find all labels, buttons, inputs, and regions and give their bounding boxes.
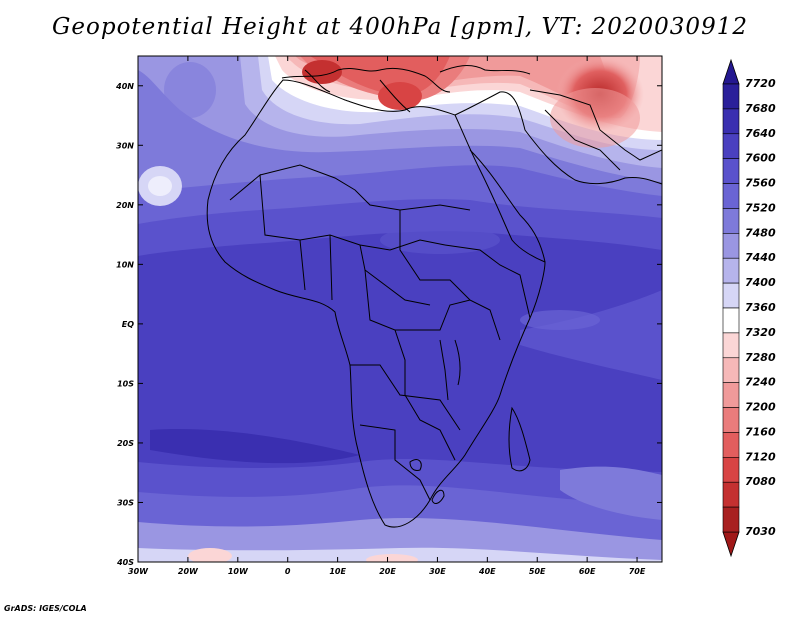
lon-tick-label: 50E bbox=[529, 567, 546, 576]
lon-tick-label: 60E bbox=[579, 567, 596, 576]
colorbar-label: 7600 bbox=[745, 152, 776, 165]
colorbar-label: 7240 bbox=[745, 376, 776, 389]
colorbar-label: 7030 bbox=[745, 525, 776, 538]
colorbar-swatch bbox=[722, 282, 740, 309]
lat-tick-label: 10S bbox=[117, 379, 134, 388]
colorbar-swatch bbox=[722, 208, 740, 234]
colorbar-label: 7480 bbox=[745, 226, 776, 239]
colorbar-label: 7280 bbox=[745, 351, 776, 364]
colorbar-swatch bbox=[722, 481, 740, 508]
colorbar-label: 7640 bbox=[745, 127, 776, 140]
lon-tick-label: 20W bbox=[178, 567, 199, 576]
lon-tick-label: 10E bbox=[329, 567, 346, 576]
lat-tick-label: 20S bbox=[117, 439, 134, 448]
colorbar-swatch bbox=[722, 257, 740, 284]
colorbar-swatch bbox=[722, 307, 740, 334]
colorbar-swatch bbox=[722, 133, 740, 159]
colorbar-swatch bbox=[722, 506, 740, 533]
colorbar-label: 7680 bbox=[745, 102, 776, 115]
coastlines bbox=[206, 65, 662, 528]
height-field bbox=[138, 56, 662, 562]
colorbar-swatch bbox=[722, 108, 740, 135]
lon-tick-label: 20E bbox=[379, 567, 396, 576]
colorbar-swatch bbox=[722, 83, 740, 110]
lon-tick-label: 40E bbox=[478, 567, 496, 576]
colorbar-swatch bbox=[722, 382, 740, 408]
lon-tick-label: 0 bbox=[285, 567, 291, 576]
colorbar-swatch bbox=[722, 233, 740, 259]
lat-tick-label: 30N bbox=[116, 141, 134, 150]
lat-tick-label: 10N bbox=[116, 260, 134, 269]
colorbar: 7720 7680 7640 7600 7560 7520 7480 7440 7400 7360… bbox=[722, 58, 776, 558]
colorbar-label: 7520 bbox=[745, 201, 776, 214]
lat-tick-label: EQ bbox=[122, 320, 134, 329]
longitude-axis: 30W 20W 10W 0 10E 20E 30E 40E 50E 60E 70E bbox=[128, 56, 646, 576]
colorbar-top-arrow bbox=[722, 58, 740, 85]
latitude-axis: 40N 30N 20N 10N EQ 10S 20S 30S 40S bbox=[115, 82, 662, 567]
colorbar-bottom-arrow bbox=[722, 531, 740, 558]
colorbar-swatch bbox=[722, 332, 740, 359]
colorbar-label: 7160 bbox=[745, 425, 776, 438]
colorbar-label: 7080 bbox=[745, 475, 776, 488]
map-frame bbox=[137, 55, 663, 563]
lon-tick-label: 70E bbox=[629, 567, 646, 576]
colorbar-label: 7440 bbox=[745, 251, 776, 264]
colorbar-swatch bbox=[722, 183, 740, 209]
colorbar-label: 7120 bbox=[745, 450, 776, 463]
lat-tick-label: 30S bbox=[117, 498, 134, 507]
map-title: Geopotential Height at 400hPa [gpm], VT:… bbox=[52, 14, 748, 40]
lon-tick-label: 30E bbox=[429, 567, 446, 576]
colorbar-label: 7400 bbox=[745, 276, 776, 289]
colorbar-label: 7320 bbox=[745, 326, 776, 339]
colorbar-swatch bbox=[722, 432, 740, 458]
lat-tick-label: 40S bbox=[116, 558, 134, 567]
colorbar-label: 7720 bbox=[745, 77, 776, 90]
colorbar-swatch bbox=[722, 357, 740, 383]
lat-tick-label: 20N bbox=[116, 201, 134, 210]
colorbar-swatch bbox=[722, 457, 740, 483]
colorbar-label: 7360 bbox=[745, 301, 776, 314]
lat-tick-label: 40N bbox=[115, 82, 134, 91]
lon-tick-label: 10W bbox=[228, 567, 249, 576]
colorbar-swatch bbox=[722, 158, 740, 184]
lon-tick-label: 30W bbox=[128, 567, 149, 576]
footer-credit: GrADS: IGES/COLA bbox=[4, 604, 87, 613]
colorbar-label: 7200 bbox=[745, 401, 776, 414]
colorbar-label: 7560 bbox=[745, 177, 776, 190]
colorbar-swatch bbox=[722, 407, 740, 433]
